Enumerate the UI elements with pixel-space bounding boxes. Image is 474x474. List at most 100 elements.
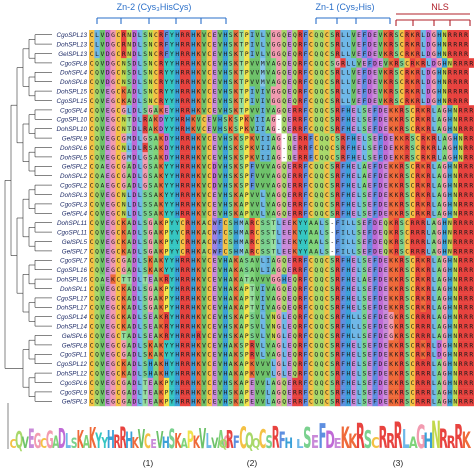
- residue-letter: C: [207, 333, 211, 340]
- residue-cell: [147, 124, 154, 134]
- residue-letter: H: [175, 192, 179, 199]
- residue-letter: E: [368, 164, 372, 171]
- residue-cell: [99, 77, 106, 87]
- residue-cell: [420, 142, 427, 153]
- residue-letter: R: [293, 117, 297, 124]
- residue-cell: [447, 48, 453, 59]
- residue-letter: C: [207, 154, 211, 161]
- residue-letter: R: [181, 60, 185, 67]
- residue-cell: [190, 67, 197, 78]
- residue-letter: E: [352, 211, 356, 218]
- residue-letter: G: [111, 342, 115, 349]
- residue-letter: P: [245, 333, 249, 340]
- residue-letter: E: [368, 107, 372, 114]
- residue-letter: Q: [282, 98, 286, 105]
- residue-letter: V: [218, 60, 222, 67]
- residue-letter: F: [362, 70, 366, 77]
- residue-letter: H: [282, 277, 286, 284]
- residue-cell: [131, 152, 138, 162]
- residue-cell: [179, 48, 186, 59]
- residue-cell: [318, 67, 325, 78]
- residue-cell: [153, 124, 159, 134]
- residue-cell: [174, 48, 181, 59]
- residue-letter: V: [266, 32, 270, 39]
- residue-letter: T: [239, 89, 243, 96]
- residue-letter: C: [309, 60, 313, 67]
- residue-letter: V: [100, 314, 104, 321]
- residue-letter: H: [448, 286, 452, 293]
- residue-letter: R: [453, 89, 457, 96]
- residue-cell: [163, 58, 170, 68]
- residue-letter: R: [416, 333, 420, 340]
- residue-letter: N: [453, 201, 457, 208]
- residue-cell: [233, 152, 240, 162]
- residue-letter: T: [239, 42, 243, 49]
- residue-letter: K: [197, 164, 201, 171]
- residue-letter: C: [314, 136, 318, 143]
- residue-cell: [131, 133, 138, 143]
- residue-letter: G: [111, 201, 115, 208]
- residue-letter: N: [149, 42, 153, 49]
- residue-cell: [452, 77, 459, 87]
- residue-letter: H: [448, 107, 452, 114]
- residue-letter: H: [437, 42, 441, 49]
- residue-letter: V: [352, 42, 356, 49]
- residue-cell: [345, 67, 352, 78]
- residue-cell: [217, 48, 223, 59]
- residue-letter: A: [272, 154, 276, 161]
- residue-cell: [137, 133, 143, 143]
- residue-letter: V: [218, 258, 222, 265]
- residue-letter: E: [293, 154, 297, 161]
- residue-letter: E: [213, 286, 217, 293]
- residue-letter: R: [395, 230, 399, 237]
- residue-cell: [351, 67, 357, 78]
- residue-cell: [324, 77, 330, 87]
- residue-letter: A: [272, 60, 276, 67]
- residue-letter: L: [138, 173, 142, 180]
- residue-letter: R: [336, 211, 340, 218]
- residue-letter: D: [133, 220, 137, 227]
- residue-letter: K: [122, 286, 126, 293]
- residue-letter: L: [277, 248, 281, 255]
- residue-letter: Q: [95, 267, 99, 274]
- residue-cell: [195, 48, 202, 59]
- residue-letter: F: [373, 314, 377, 321]
- residue-letter: R: [181, 79, 185, 86]
- residue-letter: R: [181, 164, 185, 171]
- residue-letter: R: [411, 230, 415, 237]
- residue-cell: [452, 114, 459, 125]
- residue-letter: Q: [314, 286, 318, 293]
- residue-letter: Q: [320, 201, 324, 208]
- residue-letter: A: [272, 79, 276, 86]
- residue-cell: [174, 124, 181, 134]
- residue-letter: F: [379, 136, 383, 143]
- residue-letter: S: [336, 136, 340, 143]
- residue-cell: [292, 67, 298, 78]
- residue-letter: A: [239, 267, 243, 274]
- residue-cell: [185, 58, 191, 68]
- residue-letter: S: [239, 136, 243, 143]
- residue-letter: L: [357, 164, 361, 171]
- residue-letter: R: [459, 183, 463, 190]
- residue-letter: Q: [320, 42, 324, 49]
- residue-letter: N: [453, 211, 457, 218]
- residue-letter: D: [427, 98, 431, 105]
- residue-cell: [372, 124, 379, 134]
- residue-cell: [420, 133, 427, 143]
- residue-letter: Q: [293, 295, 297, 302]
- residue-cell: [281, 48, 288, 59]
- residue-letter: E: [384, 173, 388, 180]
- residue-letter: -: [330, 220, 334, 227]
- residue-cell: [441, 67, 448, 78]
- residue-cell: [147, 95, 154, 106]
- residue-letter: A: [437, 324, 441, 331]
- residue-cell: [447, 86, 453, 96]
- residue-cell: [137, 95, 143, 106]
- residue-letter: A: [127, 267, 131, 274]
- residue-cell: [399, 133, 405, 143]
- residue-letter: N: [443, 32, 447, 39]
- residue-letter: L: [320, 230, 324, 237]
- residue-letter: R: [427, 192, 431, 199]
- residue-cell: [254, 152, 261, 162]
